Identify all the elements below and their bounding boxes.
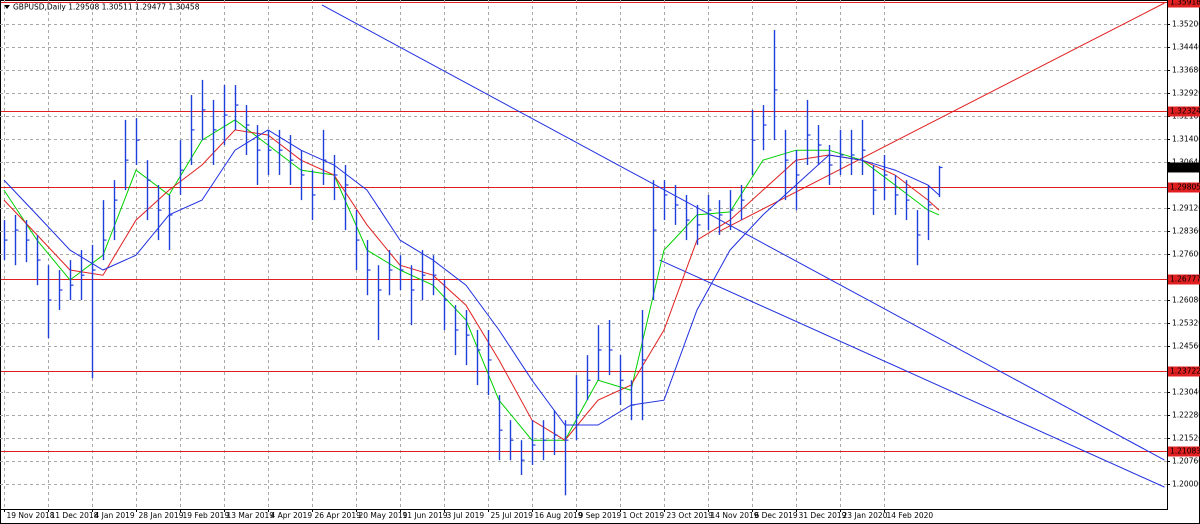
moving-average — [3, 119, 940, 441]
y-tick-label: 1.27600 — [1172, 250, 1200, 259]
y-tick-label: 1.35200 — [1172, 20, 1200, 29]
x-tick-label: 6 Dec 2019 — [755, 511, 798, 520]
x-tick-label: 4 Apr 2019 — [271, 511, 313, 520]
level-label: 1.26777 — [1170, 275, 1200, 284]
x-tick-label: 26 Apr 2019 — [315, 511, 362, 520]
x-tick-label: 4 Jan 2019 — [95, 511, 135, 520]
x-tick-label: 28 Jan 2019 — [139, 511, 184, 520]
grid — [0, 0, 1167, 508]
level-label-bg — [1168, 106, 1200, 117]
level-label-bg — [1168, 366, 1200, 377]
x-tick-label: 19 Feb 2019 — [183, 511, 230, 520]
level-label: 1.29805 — [1170, 183, 1200, 192]
y-tick-label: 1.20760 — [1172, 457, 1200, 466]
moving-average — [3, 129, 940, 441]
level-label-bg — [1168, 0, 1200, 8]
x-tick-label: 13 Mar 2019 — [227, 511, 275, 520]
moving-average — [3, 129, 940, 426]
y-tick-label: 1.28360 — [1172, 227, 1200, 236]
trend-line — [321, 4, 1165, 461]
level-label: 1.32324 — [1170, 107, 1200, 116]
x-tick-label: 14 Nov 2019 — [711, 511, 759, 520]
x-tick-label: 1 Oct 2019 — [623, 511, 665, 520]
symbol-menu-icon[interactable] — [4, 5, 10, 9]
y-tick-label: 1.21520 — [1172, 434, 1200, 443]
last-price-bg — [1168, 162, 1200, 173]
x-tick-label: 25 Jul 2019 — [491, 511, 534, 520]
chart-title: GBPUSD,Daily 1.29508 1.30511 1.29477 1.3… — [13, 3, 200, 12]
x-tick-label: 9 Sep 2019 — [579, 511, 622, 520]
x-tick-label: 20 May 2019 — [359, 511, 408, 520]
axes: 1.352001.344401.336801.329201.321601.314… — [4, 0, 1200, 520]
level-label: 1.23722 — [1170, 367, 1200, 376]
x-tick-label: 31 Dec 2019 — [799, 511, 847, 520]
trend-line — [659, 259, 1165, 488]
trend-line — [717, 2, 1165, 233]
x-tick-label: 11 Dec 2018 — [51, 511, 99, 520]
last-price-label: 1.30458 — [1170, 162, 1200, 171]
y-tick-label: 1.26080 — [1172, 296, 1200, 305]
y-tick-label: 1.20000 — [1172, 480, 1200, 489]
x-tick-label: 11 Jun 2019 — [403, 511, 448, 520]
x-tick-label: 23 Oct 2019 — [667, 511, 714, 520]
y-tick-label: 1.34440 — [1172, 43, 1200, 52]
y-tick-label: 1.24560 — [1172, 342, 1200, 351]
x-tick-label: 23 Jan 2020 — [843, 511, 888, 520]
y-tick-label: 1.23040 — [1172, 388, 1200, 397]
y-tick-label: 1.30640 — [1172, 158, 1200, 167]
y-tick-label: 1.31400 — [1172, 135, 1200, 144]
plot-area — [1, 2, 1167, 496]
level-label: 1.35918 — [1170, 0, 1200, 7]
x-tick-label: 16 Aug 2019 — [535, 511, 583, 520]
y-tick-label: 1.29120 — [1172, 204, 1200, 213]
y-tick-label: 1.25320 — [1172, 319, 1200, 328]
y-tick-label: 1.33680 — [1172, 66, 1200, 75]
level-label-bg — [1168, 274, 1200, 285]
level-label-bg — [1168, 182, 1200, 193]
x-tick-label: 19 Nov 2018 — [7, 511, 55, 520]
x-tick-label: 3 Jul 2019 — [447, 511, 485, 520]
y-tick-label: 1.22280 — [1172, 411, 1200, 420]
level-label: 1.21083 — [1170, 447, 1200, 456]
y-tick-label: 1.32920 — [1172, 89, 1200, 98]
level-label-bg — [1168, 446, 1200, 457]
x-tick-label: 14 Feb 2020 — [887, 511, 934, 520]
